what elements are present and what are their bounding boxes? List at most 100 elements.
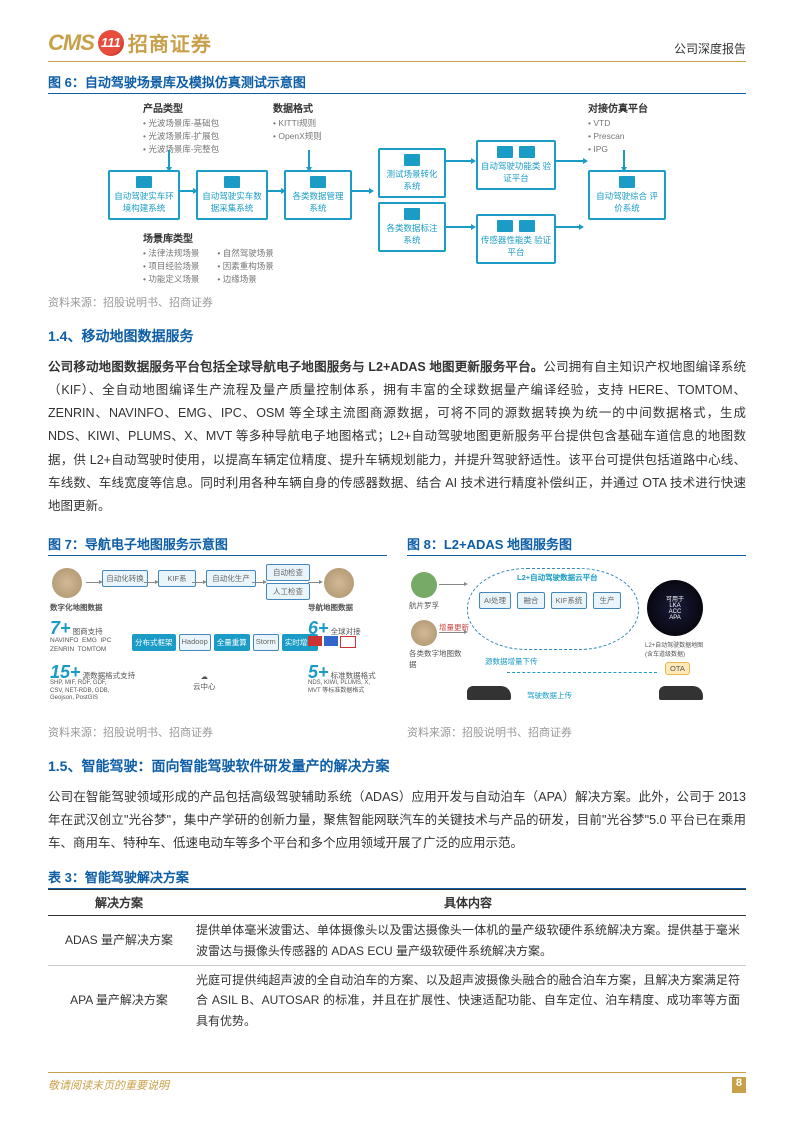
d6-box-sensor: 传感器性能类 验证平台: [476, 214, 556, 264]
figure7-source: 资料来源：招股说明书、招商证券: [48, 724, 387, 740]
f7-globe: [52, 568, 82, 598]
car-icon: [467, 686, 511, 700]
d6-box-func: 自动驾驶功能类 验证平台: [476, 140, 556, 190]
d6-box-convert: 测试场景转化 系统: [378, 148, 446, 198]
d6-arr: [446, 160, 472, 162]
section14-para: 公司移动地图数据服务平台包括全球导航电子地图服务与 L2+ADAS 地图更新服务…: [48, 356, 746, 518]
flag-icon: [324, 636, 338, 646]
d6-arr: [268, 190, 282, 192]
logo: CMS 111 招商证券: [48, 28, 212, 57]
d6-fmt-2: • OpenX规则: [273, 130, 322, 143]
page: CMS 111 招商证券 公司深度报告 图 6：自动驾驶场景库及模拟仿真测试示意…: [0, 0, 794, 1123]
f8-ota: OTA: [665, 662, 690, 675]
d6-varr: [308, 150, 310, 168]
table3: 解决方案 具体内容 ADAS 量产解决方案 提供单体毫米波雷达、单体摄像头以及雷…: [48, 889, 746, 1035]
f8-out: 可用于 LKA ACC APA: [647, 580, 703, 636]
f8-b4: 生产: [593, 592, 621, 609]
d6-prod-3: • 光波场景库-完整包: [143, 143, 219, 156]
figure8-title: 图 8：L2+ADAS 地图服务图: [407, 534, 746, 556]
d6-plat-1: • VTD: [588, 117, 648, 130]
d6-prod-1: • 光波场景库-基础包: [143, 117, 219, 130]
logo-cn: 招商证券: [128, 28, 212, 57]
f8-upload: 驾驶数据上传: [527, 690, 572, 701]
table3-r2-body: 光庭可提供纯超声波的全自动泊车的方案、以及超声波摄像头融合的融合泊车方案，且解决…: [190, 966, 746, 1036]
header: CMS 111 招商证券 公司深度报告: [48, 28, 746, 59]
f7-step2: KIF系: [158, 570, 196, 587]
d6-varr: [623, 150, 625, 168]
f7-step1: 自动化转换: [102, 570, 148, 587]
d6-platform-h: 对接仿真平台: [588, 100, 648, 115]
flag-icon: [340, 636, 356, 648]
figure6-source: 资料来源：招股说明书、招商证券: [48, 294, 746, 310]
d6-box-label: 各类数据标注 系统: [378, 202, 446, 252]
f8-upd: 增量更新: [439, 622, 469, 633]
d6-sc-l2: • 项目经验场景: [143, 260, 199, 273]
table3-r1-body: 提供单体毫米波雷达、单体摄像头以及雷达摄像头一体机的量产级软硬件系统解决方案。提…: [190, 916, 746, 966]
f7-cloud: ☁云中心: [193, 672, 216, 692]
f7-mid1: 分布式框架: [132, 634, 176, 651]
d6-sc-r2: • 因素重构场景: [217, 260, 273, 273]
f8-in2-icon: [411, 620, 437, 646]
d6-sc-r3: • 边缘场景: [217, 273, 273, 286]
d6-box-mgmt: 各类数据管理 系统: [284, 170, 352, 220]
d6-arr: [352, 190, 370, 192]
d6-varr: [168, 150, 170, 168]
f8-crowd: 源数据增量下传: [485, 656, 538, 667]
f8-b2: 融合: [517, 592, 545, 609]
f7-left-h: 数字化地图数据: [50, 602, 103, 613]
f7-brands: NAVINFO EMG IPC ZENRIN TOMTOM: [50, 636, 111, 654]
f8-cloud-title: L2+自动驾驶数据云平台: [517, 572, 598, 583]
f8-dash: [507, 672, 657, 673]
f8-b3: KIF系统: [551, 592, 587, 609]
d6-format-h: 数据格式: [273, 100, 322, 115]
figure8-source: 资料来源：招股说明书、招商证券: [407, 724, 746, 740]
doc-type: 公司深度报告: [674, 40, 746, 57]
f8-in2: 各类数字地图数据: [409, 648, 464, 670]
f7-mid2: Hadoop: [179, 634, 211, 651]
d6-arr: [556, 226, 580, 228]
car-icon: [659, 686, 703, 700]
table3-title: 表 3：智能驾驶解决方案: [48, 867, 746, 889]
f7-n15-detail: SHP, MIF, RDF, GDF, CSV, NET-RDB, GDB, G…: [50, 680, 109, 703]
page-number: 8: [732, 1077, 746, 1093]
section15-para: 公司在智能驾驶领域形成的产品包括高级驾驶辅助系统（ADAS）应用开发与自动泊车（…: [48, 786, 746, 855]
table3-h2: 具体内容: [190, 890, 746, 916]
figure7-diagram: 自动化转换 KIF系 自动化生产 自动检查 人工检查 数字化地图数据 导航地图数…: [48, 562, 387, 720]
d6-scene-h: 场景库类型: [143, 230, 274, 245]
d6-sc-l1: • 法律法规场景: [143, 247, 199, 260]
f7-globe2: [324, 568, 354, 598]
f8-b1: AI处理: [479, 592, 511, 609]
footer: 敬请阅读末页的重要说明 8: [48, 1066, 746, 1093]
d6-plat-3: • IPG: [588, 143, 648, 156]
logo-en: CMS: [48, 30, 94, 56]
d6-arr: [556, 160, 584, 162]
f7-step3: 自动化生产: [206, 570, 256, 587]
f7-right-h: 导航地图数据: [308, 602, 353, 613]
d6-prod-2: • 光波场景库-扩展包: [143, 130, 219, 143]
footer-note: 敬请阅读末页的重要说明: [48, 1077, 169, 1093]
d6-box-eval: 自动驾驶综合 评价系统: [588, 170, 666, 220]
f7-checks: 自动检查 人工检查: [266, 564, 310, 600]
figure6-title: 图 6：自动驾驶场景库及模拟仿真测试示意图: [48, 72, 746, 94]
f8-in1-icon: [411, 572, 437, 598]
f7-mid3: 全量重算: [214, 634, 250, 651]
d6-sc-l3: • 功能定义场景: [143, 273, 199, 286]
d6-sc-r1: • 自然驾驶场景: [217, 247, 273, 260]
figure6-diagram: 产品类型 • 光波场景库-基础包 • 光波场景库-扩展包 • 光波场景库-完整包…: [48, 100, 746, 290]
section15-heading: 1.5、智能驾驶：面向智能驾驶软件研发量产的解决方案: [48, 756, 746, 776]
figures-7-8: 图 7：导航电子地图服务示意图 自动化转换 KIF系 自动化生产 自动检查 人工…: [48, 528, 746, 740]
header-rule: [48, 61, 746, 62]
figure8-diagram: 航片罗孚 各类数字地图数据 增量更新 L2+自动驾驶数据云平台 AI处理 融合 …: [407, 562, 746, 720]
d6-box-collect: 自动驾驶实车数 据采集系统: [196, 170, 268, 220]
d6-box-env: 自动驾驶实车环 境构建系统: [108, 170, 180, 220]
footer-rule: [48, 1072, 746, 1073]
table3-r2-name: APA 量产解决方案: [48, 966, 190, 1036]
d6-plat-2: • Prescan: [588, 130, 648, 143]
d6-arr: [180, 190, 194, 192]
logo-badge: 111: [98, 30, 124, 56]
table3-h1: 解决方案: [48, 890, 190, 916]
f7-n5-detail: NDS, KIWI, PLUMS, X, MVT 等标准数据格式: [308, 680, 370, 696]
f8-out-sub: L2+自动驾驶数据地图 (含车道级数据): [645, 640, 703, 658]
f8-in1: 航片罗孚: [409, 600, 439, 611]
figure7-title: 图 7：导航电子地图服务示意图: [48, 534, 387, 556]
